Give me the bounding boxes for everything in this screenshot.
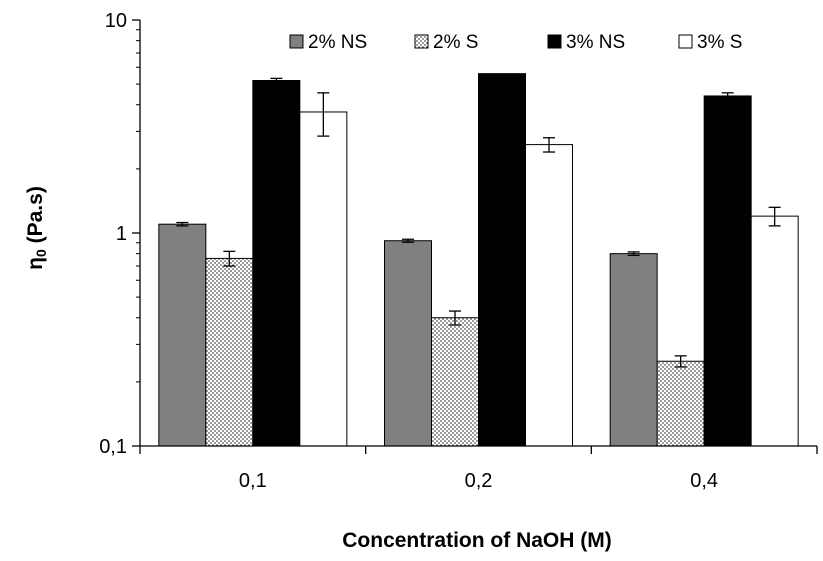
x-tick-label: 0,2: [465, 470, 493, 492]
bar-2-scat-3: [656, 360, 705, 447]
x-tick-label: 0,1: [239, 470, 267, 492]
y-tick-label: 1: [116, 223, 127, 245]
error-bar: [627, 251, 640, 257]
bar-2-scat-1: [205, 257, 254, 447]
error-bar: [223, 250, 236, 267]
bar-3-nscat-2: [478, 73, 526, 447]
error-bar: [270, 77, 283, 84]
bar-3-scat-3: [750, 215, 799, 447]
y-axis-title: η0 (Pa.s): [24, 186, 49, 270]
legend-swatch: [289, 34, 304, 49]
bar-3-nscat-1: [252, 79, 301, 447]
bar-2-nscat-3: [609, 253, 658, 447]
legend-label: 2% NS: [308, 32, 367, 53]
legend-swatch: [547, 34, 562, 49]
bar-2-nscat-1: [158, 223, 207, 447]
error-bar: [721, 92, 734, 100]
x-axis-title: Concentration of NaOH (M): [342, 529, 611, 552]
legend-item: 3% NS: [547, 32, 625, 53]
error-bar: [543, 137, 555, 153]
legend-item: 3% S: [678, 32, 742, 53]
legend-swatch: [678, 34, 693, 49]
y-tick-label: 10: [105, 10, 127, 32]
bar-2-nscat-2: [384, 240, 432, 447]
legend: 2% NS 2% S 3% NS 3% S: [289, 32, 742, 53]
error-bar: [176, 221, 189, 227]
svg-text:η0 (Pa.s): η0 (Pa.s): [24, 186, 49, 270]
error-bar: [768, 206, 781, 227]
bar-3-scat-1: [299, 111, 348, 447]
error-bar: [674, 355, 687, 368]
legend-label: 3% S: [697, 32, 742, 53]
bar-3-scat-2: [525, 144, 573, 447]
bar-3-nscat-3: [703, 95, 752, 447]
y-tick-label: 0,1: [99, 436, 127, 458]
error-bar: [317, 92, 330, 137]
legend-label: 2% S: [433, 32, 478, 53]
error-bar: [402, 238, 414, 243]
y-axis-title-subscript: 0: [33, 249, 49, 257]
legend-label: 3% NS: [566, 32, 625, 53]
bar-2-scat-2: [431, 317, 479, 447]
legend-swatch: [414, 34, 429, 49]
bars-layer: [158, 73, 799, 447]
legend-item: 2% NS: [289, 32, 367, 53]
error-bar: [449, 310, 461, 326]
axes-layer: 0,1 1 10 0,1 0,2 0,4: [99, 10, 818, 492]
legend-item: 2% S: [414, 32, 478, 53]
x-tick-label: 0,4: [690, 470, 718, 492]
y-axis-title-symbol: η: [24, 257, 47, 270]
y-axis-title-unit: (Pa.s): [24, 186, 47, 249]
